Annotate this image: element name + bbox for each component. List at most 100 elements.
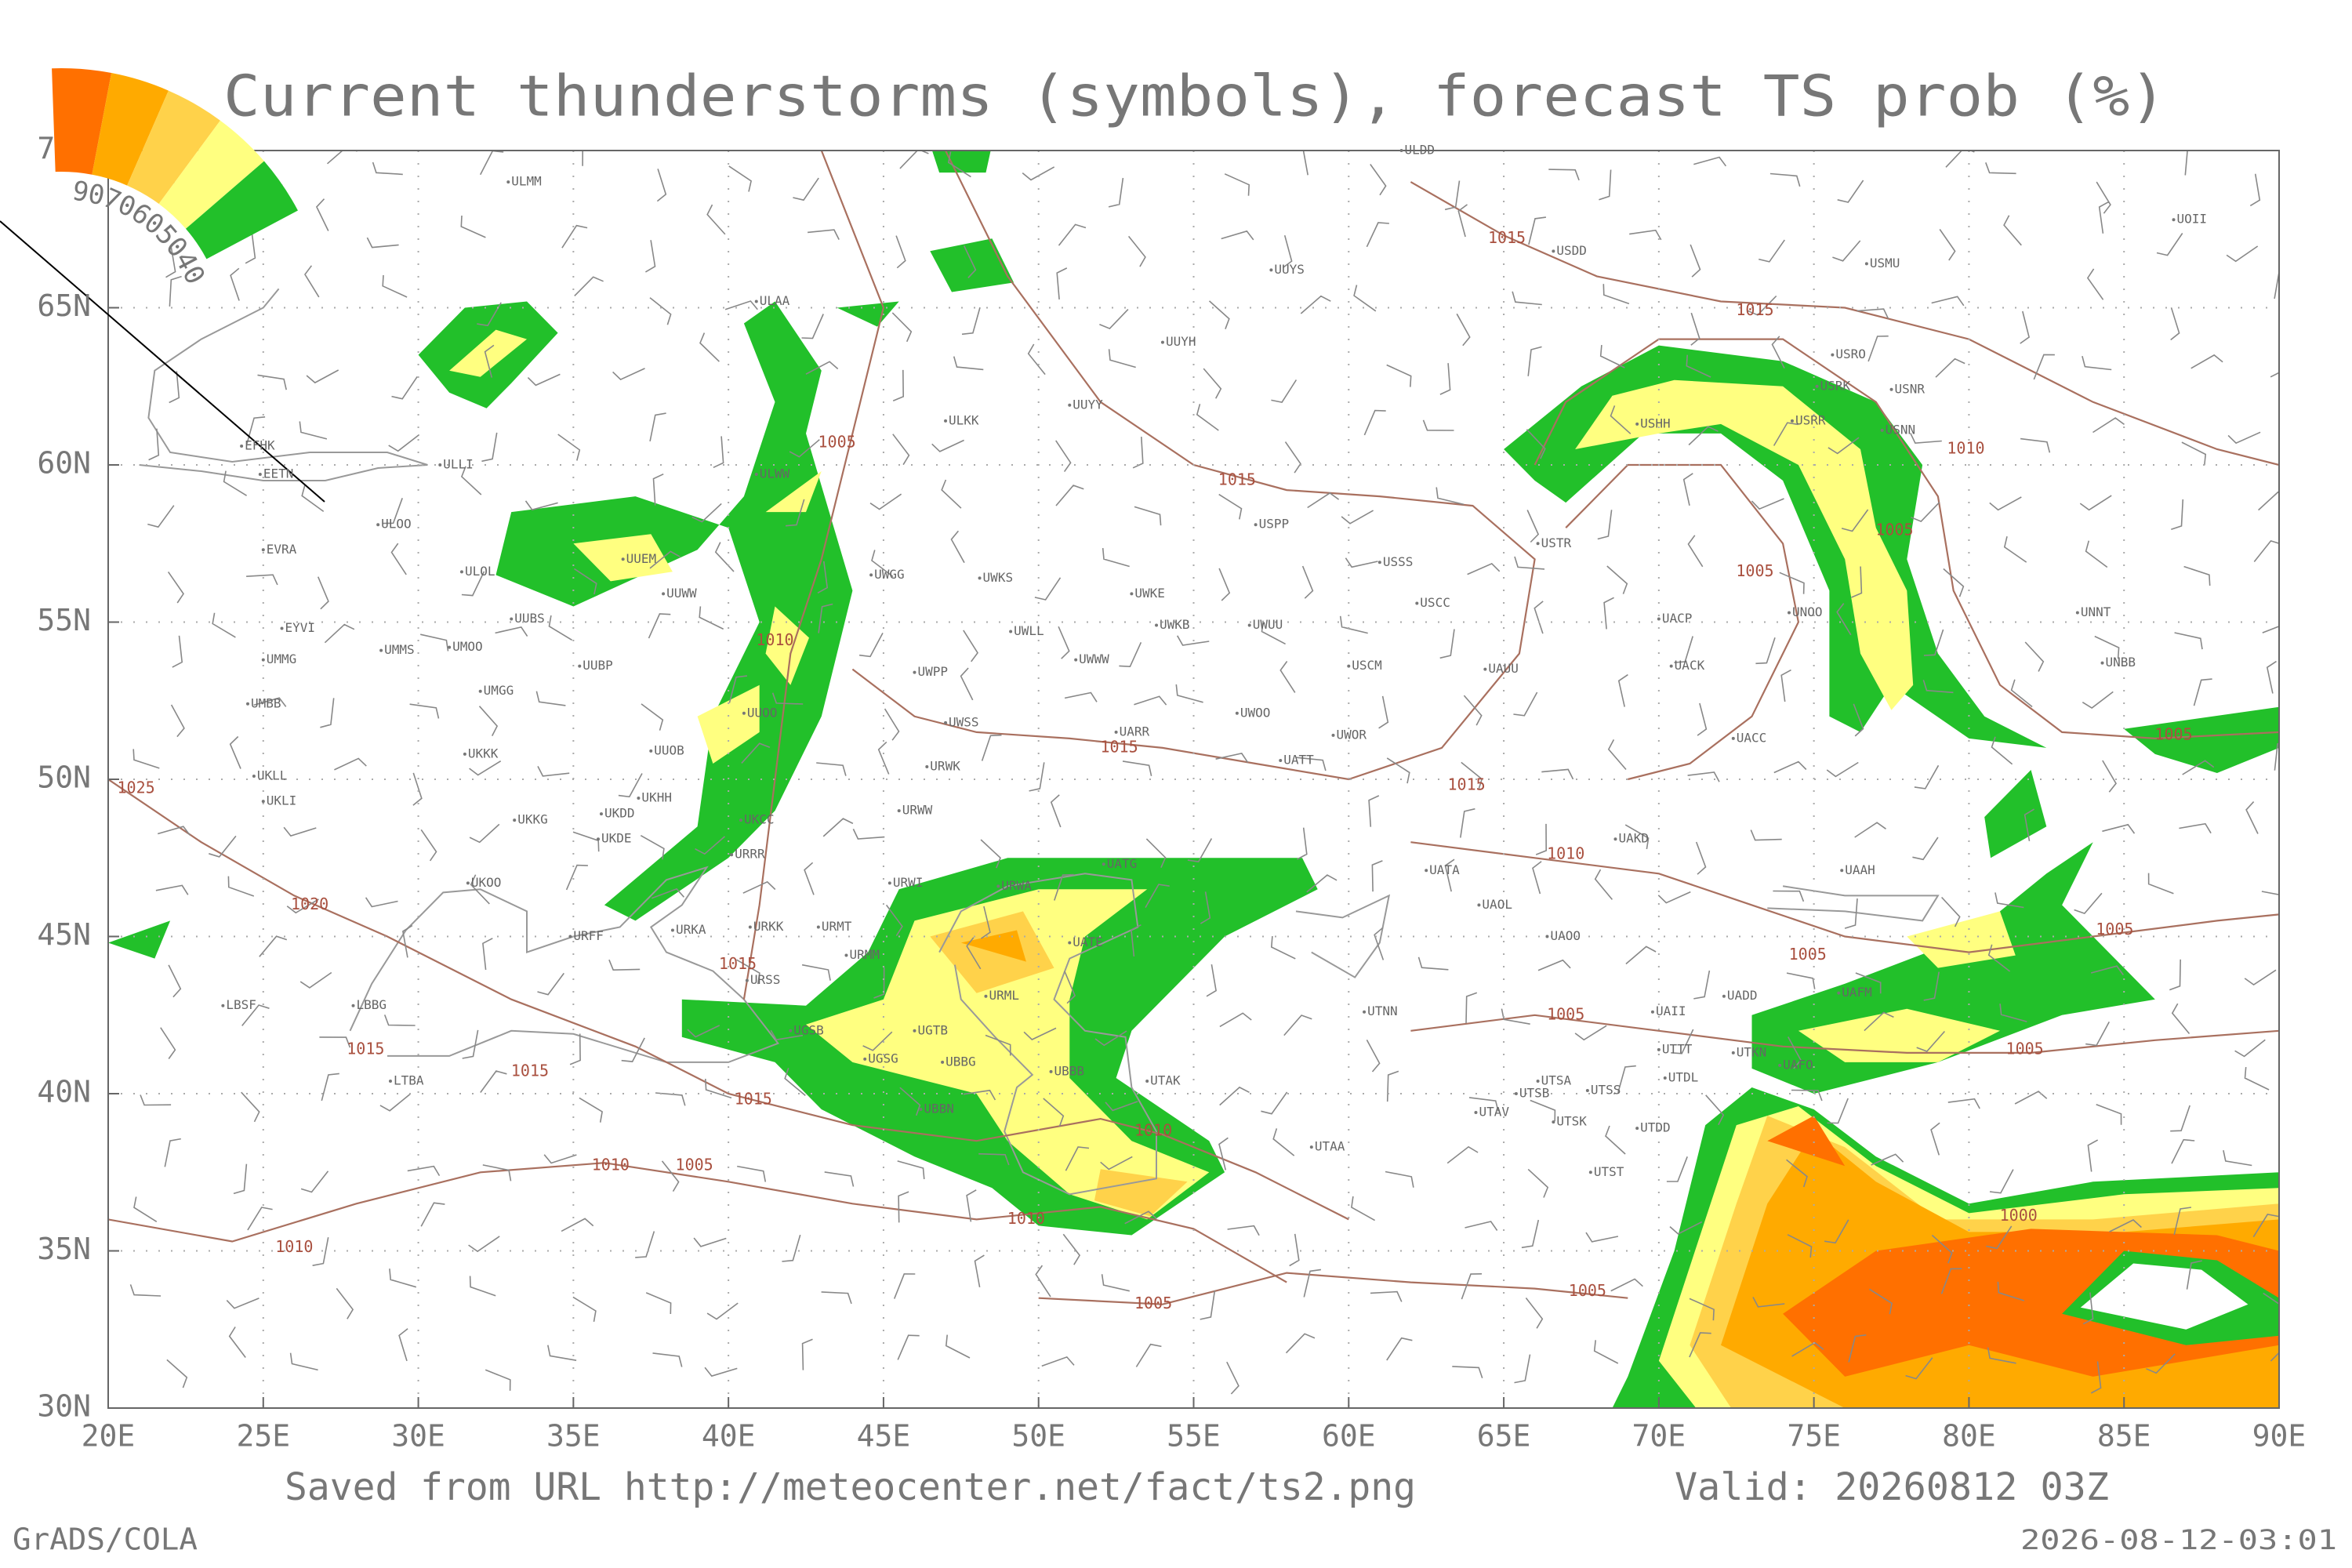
station-label: UKDE — [601, 831, 632, 846]
station-dot — [2075, 611, 2079, 615]
station-label: UOII — [2177, 212, 2208, 227]
probability-area — [495, 301, 853, 921]
station-label: UAAH — [1845, 862, 1875, 877]
station-label: USNN — [1886, 422, 1916, 437]
isobar-label: 1015 — [1736, 300, 1773, 319]
isobar-label: 1015 — [719, 954, 757, 973]
station-dot — [1552, 1120, 1555, 1124]
station-label: UUEM — [626, 551, 657, 566]
station-label: UMOO — [452, 639, 483, 654]
station-dot — [568, 935, 572, 938]
station-label: UWGG — [874, 567, 905, 582]
station-dot — [919, 1108, 923, 1112]
isobar-label: 1005 — [1875, 521, 1913, 539]
isobar-label: 1015 — [511, 1061, 549, 1080]
isobar-label: 1010 — [1547, 844, 1584, 863]
station-label: EETN — [263, 466, 294, 481]
coastline — [139, 288, 428, 481]
map-title: Current thunderstorms (symbols), forecas… — [223, 64, 2166, 129]
x-tick-label: 50E — [1011, 1419, 1065, 1454]
station-dot — [978, 576, 982, 580]
station-dot — [1536, 542, 1540, 546]
coastline — [1295, 894, 1391, 978]
station-label: UAOO — [1550, 928, 1581, 943]
station-label: UATT — [1283, 752, 1314, 767]
station-label: UTSS — [1591, 1082, 1621, 1097]
x-tick-label: 90E — [2252, 1419, 2307, 1454]
station-dot — [1279, 758, 1283, 762]
station-dot — [478, 689, 482, 693]
isobar — [1565, 463, 1800, 781]
station-dot — [1663, 1076, 1667, 1080]
station-dot — [1731, 736, 1735, 740]
y-tick-label: 60N — [37, 446, 91, 481]
station-label: URWA — [1001, 878, 1032, 893]
station-label: USCC — [1420, 595, 1450, 610]
probability-area — [697, 684, 760, 764]
station-label: ULOL — [465, 564, 495, 579]
station-label: UGSG — [868, 1051, 898, 1065]
station-label: UKKG — [517, 812, 548, 827]
station-dot — [448, 645, 452, 649]
isobar — [108, 779, 1349, 1221]
station-dot — [649, 749, 653, 753]
station-dot — [1415, 601, 1419, 605]
y-tick-label: 45N — [37, 917, 91, 952]
x-tick-label: 40E — [702, 1419, 756, 1454]
station-dot — [1331, 733, 1335, 737]
isobar-label: 1025 — [118, 779, 155, 797]
station-label: UAFO — [1783, 1057, 1813, 1072]
station-dot — [459, 570, 463, 574]
station-dot — [1477, 903, 1481, 907]
isobar-label: 1005 — [1736, 561, 1773, 580]
station-dot — [1160, 340, 1164, 344]
station-label: UACC — [1737, 730, 1767, 745]
station-dot — [1145, 1079, 1149, 1083]
station-dot — [844, 953, 848, 957]
probability-area — [806, 889, 1210, 1220]
probability-area — [108, 920, 171, 959]
station-dot — [913, 670, 916, 674]
station-dot — [1269, 268, 1273, 272]
probability-area — [1798, 1008, 2000, 1062]
isobar-label: 1015 — [1448, 775, 1486, 794]
station-dot — [1130, 592, 1134, 596]
station-label: UWOO — [1240, 705, 1271, 720]
station-label: URRR — [735, 847, 765, 862]
station-dot — [1864, 262, 1868, 266]
station-dot — [1837, 991, 1841, 995]
legend-swatch — [92, 73, 169, 186]
station-label: URKA — [676, 922, 706, 937]
station-label: UNOO — [1792, 604, 1823, 619]
probability-hole — [2080, 1263, 2249, 1330]
station-dot — [1635, 422, 1639, 426]
station-label: USMU — [1870, 256, 1900, 270]
station-label: UWWW — [1079, 652, 1109, 666]
station-dot — [1309, 1145, 1313, 1149]
x-tick-label: 65E — [1477, 1419, 1531, 1454]
station-dot — [1815, 384, 1819, 388]
station-dot — [869, 573, 873, 577]
station-label: UWKE — [1134, 586, 1165, 601]
isobar-label: 1010 — [592, 1156, 630, 1174]
station-label: UKHH — [641, 790, 672, 805]
station-label: UTDL — [1668, 1069, 1699, 1084]
legend-label: 90 — [70, 175, 107, 212]
station-label: UTAA — [1315, 1139, 1345, 1154]
station-dot — [240, 444, 244, 448]
station-dot — [1635, 1127, 1639, 1131]
station-label: UKOO — [471, 875, 502, 890]
station-dot — [621, 557, 625, 561]
probability-area — [960, 930, 1026, 962]
station-label: UWKS — [983, 570, 1014, 585]
station-dot — [1068, 941, 1072, 945]
station-dot — [2100, 661, 2104, 665]
station-dot — [1074, 658, 1078, 662]
station-dot — [280, 626, 284, 630]
station-label: USDD — [1556, 243, 1587, 258]
station-label: UTSK — [1556, 1114, 1587, 1129]
station-dot — [1377, 561, 1381, 564]
station-label: USRO — [1835, 347, 1866, 361]
station-dot — [438, 463, 442, 466]
x-tick-label: 80E — [1942, 1419, 1996, 1454]
